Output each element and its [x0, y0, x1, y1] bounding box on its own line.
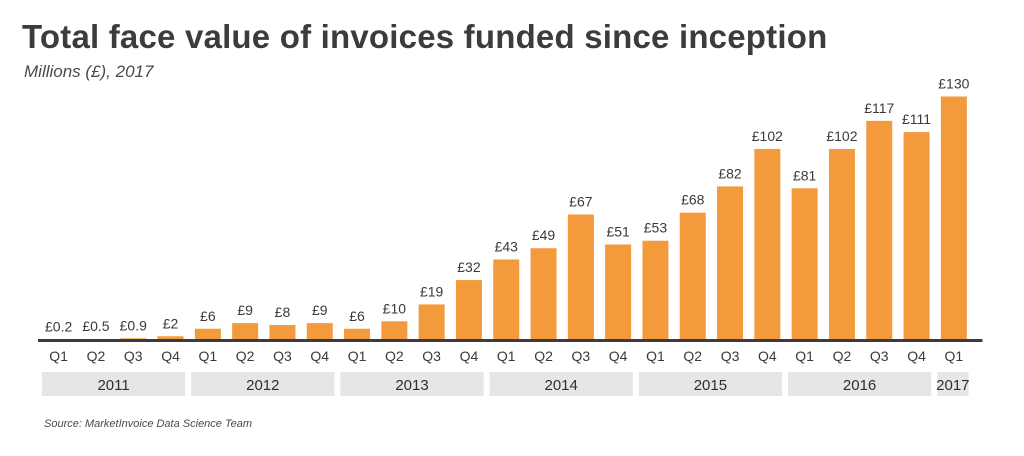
quarter-tick-label: Q1 — [795, 348, 814, 364]
bar-2014-q2 — [530, 248, 557, 340]
data-label: £49 — [532, 227, 556, 243]
data-label: £53 — [644, 220, 668, 236]
data-label: £19 — [420, 283, 444, 299]
data-label: £0.9 — [120, 317, 147, 333]
quarter-tick-label: Q3 — [870, 348, 889, 364]
bar-2013-q3 — [418, 304, 445, 340]
bar-2015-q4 — [754, 148, 781, 340]
data-label: £2 — [163, 315, 179, 331]
bar-2015-q1 — [642, 240, 669, 340]
bar-2016-q4 — [903, 132, 930, 340]
quarter-tick-label: Q2 — [833, 348, 852, 364]
quarter-tick-label: Q4 — [161, 348, 180, 364]
quarter-tick-label: Q2 — [385, 348, 404, 364]
bar-2012-q3 — [269, 325, 296, 340]
bar-2014-q4 — [605, 244, 632, 340]
quarter-tick-label: Q1 — [945, 348, 964, 364]
bars-layer — [45, 96, 967, 340]
quarter-tick-label: Q1 — [199, 348, 218, 364]
year-band-2011 — [42, 372, 186, 396]
data-label: £102 — [752, 128, 783, 144]
quarter-tick-label: Q3 — [273, 348, 292, 364]
year-band-2013 — [340, 372, 484, 396]
source-note: Source: MarketInvoice Data Science Team — [44, 418, 253, 430]
data-label: £102 — [826, 128, 857, 144]
quarter-tick-label: Q2 — [534, 348, 553, 364]
year-label: 2011 — [97, 377, 129, 394]
year-label: 2016 — [843, 377, 876, 394]
data-label: £67 — [569, 194, 593, 210]
chart-subtitle: Millions (£), 2017 — [24, 62, 154, 81]
data-label: £9 — [237, 302, 253, 318]
year-bands-layer: 2011 2012 2013 2014 2015 2016 2017 — [42, 372, 970, 396]
data-label: £82 — [718, 165, 742, 181]
quarter-labels-layer: Q1 Q2 Q3 Q4 Q1 Q2 Q3 Q4 Q1 Q2 Q3 Q4 Q1 Q2 Q3 Q4 Q1 Q2 Q3 Q4… — [49, 348, 963, 364]
year-label: 2017 — [936, 377, 969, 394]
bar-2012-q1 — [194, 328, 221, 340]
data-label: £32 — [457, 259, 481, 275]
data-label: £43 — [495, 238, 519, 254]
data-label: £6 — [200, 308, 216, 324]
data-label: £10 — [383, 300, 407, 316]
year-band-2012 — [191, 372, 335, 396]
value-labels-layer: £0.2 £0.5 £0.9 £2 £6 £9 £8 £9 £6 £10 £19 £32 £43 £49 £… — [45, 76, 970, 335]
bar-2016-q1 — [791, 188, 818, 340]
quarter-tick-label: Q2 — [236, 348, 255, 364]
quarter-tick-label: Q3 — [721, 348, 740, 364]
year-label: 2015 — [694, 377, 727, 394]
data-label: £68 — [681, 192, 705, 208]
quarter-tick-label: Q2 — [683, 348, 702, 364]
quarter-tick-label: Q4 — [310, 348, 329, 364]
bar-2012-q2 — [232, 323, 259, 340]
year-band-2017 — [937, 372, 969, 396]
quarter-tick-label: Q1 — [348, 348, 367, 364]
bar-2016-q3 — [866, 120, 893, 340]
data-label: £111 — [902, 111, 931, 127]
data-label: £8 — [275, 304, 291, 320]
quarter-tick-label: Q3 — [422, 348, 441, 364]
data-label: £9 — [312, 302, 328, 318]
bar-2013-q4 — [455, 280, 482, 340]
quarter-tick-label: Q4 — [907, 348, 926, 364]
bar-2011-q4 — [157, 336, 184, 340]
quarter-tick-label: Q2 — [87, 348, 106, 364]
year-label: 2013 — [395, 377, 428, 394]
chart-title: Total face value of invoices funded sinc… — [22, 18, 828, 55]
data-label: £6 — [349, 308, 365, 324]
bar-2013-q2 — [381, 321, 408, 340]
data-label: £0.5 — [82, 318, 109, 334]
year-label: 2014 — [545, 377, 578, 394]
year-label: 2012 — [246, 377, 279, 394]
year-band-2016 — [788, 372, 932, 396]
bar-2014-q1 — [493, 259, 520, 340]
quarter-tick-label: Q3 — [572, 348, 591, 364]
data-label: £51 — [606, 223, 630, 239]
data-label: £117 — [864, 100, 894, 116]
year-band-2014 — [489, 372, 633, 396]
quarter-tick-label: Q4 — [460, 348, 479, 364]
quarter-tick-label: Q1 — [646, 348, 665, 364]
data-label: £0.2 — [45, 319, 72, 335]
quarter-tick-label: Q1 — [49, 348, 68, 364]
quarter-tick-label: Q1 — [497, 348, 516, 364]
quarter-tick-label: Q4 — [609, 348, 628, 364]
bar-2016-q2 — [828, 148, 855, 340]
bar-2014-q3 — [567, 214, 594, 340]
data-label: £130 — [938, 76, 969, 92]
quarter-tick-label: Q4 — [758, 348, 777, 364]
year-band-2015 — [638, 372, 782, 396]
bar-2012-q4 — [306, 323, 333, 340]
bar-2015-q3 — [717, 186, 744, 340]
bar-2013-q1 — [344, 328, 371, 340]
data-label: £81 — [793, 167, 817, 183]
bar-2015-q2 — [679, 212, 706, 340]
bar-2017-q1 — [940, 96, 967, 340]
quarter-tick-label: Q3 — [124, 348, 143, 364]
